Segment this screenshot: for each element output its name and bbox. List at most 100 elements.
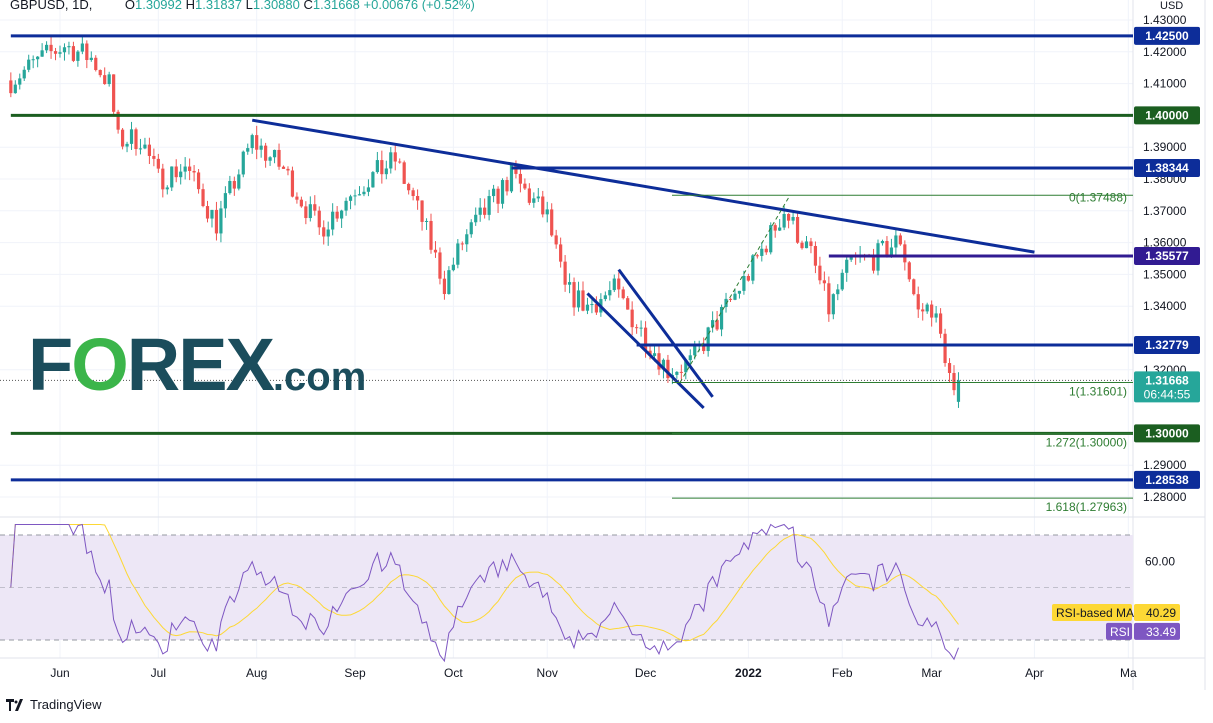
candle-body [116,111,120,130]
candle-body [125,143,129,147]
symbol-label: GBPUSD, 1D, [10,0,93,12]
candle-body [827,283,831,315]
rsi-tag [1134,622,1180,640]
candle-body [921,309,925,312]
candle-body [818,265,822,281]
candle-body [483,207,487,215]
candle-body [156,158,160,169]
candle-body [286,168,290,171]
candle-body [407,183,411,191]
fib-dashed-line [679,195,791,383]
candle-body [9,80,13,94]
candle-body [809,241,813,246]
candle-body [782,213,786,228]
candle-body [161,168,165,190]
price-tag-label: 1.42500 [1145,29,1189,43]
candle-body [67,46,71,48]
candle-body [402,162,406,184]
candle-body [371,172,375,188]
footer[interactable]: TradingView [6,697,102,712]
candle-body [728,298,733,300]
candle-body [590,304,594,306]
candle-body [380,160,384,175]
candle-body [795,216,800,243]
candle-body [299,199,303,207]
candle-body [643,327,648,351]
candle-body [295,196,299,200]
candle-body [340,210,344,219]
candle-body [630,309,634,328]
candle-body [688,355,692,361]
rsi-ma-value: 40.29 [1146,606,1176,620]
candle-body [679,371,683,373]
candle-body [666,359,670,379]
candle-body [375,160,379,173]
candle-body [335,211,339,219]
price-tick: 1.29000 [1143,458,1187,472]
candle-body [849,255,853,260]
candle-body [322,227,326,237]
candle-body [201,189,205,207]
candle-body [192,170,196,173]
candle-body [925,304,929,312]
rsi-line [10,523,959,663]
candle-body [18,78,22,85]
price-tick: 1.34000 [1143,299,1187,313]
candle-body [947,363,952,373]
candle-body [746,275,750,281]
candle-body [228,180,232,194]
candle-body [711,320,715,328]
candle-body [773,225,777,231]
candle-body [76,51,80,61]
candle-body [13,84,17,94]
candle-body [438,252,442,279]
candle-body [232,180,236,189]
candle-body [617,278,621,290]
candle-body [223,193,227,209]
candle-body [277,149,281,167]
candle-body [112,74,116,112]
candle-body [80,43,84,52]
candle-body [523,183,527,189]
candle-body [657,353,661,370]
candle-body [469,222,473,235]
candle-body [912,279,916,295]
open-value: 1.30992 [135,0,182,12]
candle-body [424,220,429,222]
candle-body [103,75,107,85]
candle-body [362,191,366,195]
candle-body [505,180,509,192]
candle-body [237,174,241,189]
price-tag [1134,159,1200,178]
candle-body [903,244,907,263]
candle-body [800,242,804,249]
price-tag [1134,247,1200,266]
candle-body [205,206,210,219]
time-tick: Feb [832,666,853,680]
candle-body [755,255,759,257]
candle-body [536,196,540,199]
candle-body [840,272,844,290]
candle-body [268,157,272,161]
candle-body [36,56,40,60]
candle-body [393,152,397,162]
candle-body [241,151,245,175]
candles [9,35,961,408]
change-value: +0.00676 (+0.52%) [363,0,475,12]
candle-body [509,164,514,192]
candle-body [58,52,62,54]
candle-body [603,295,607,300]
candle-body [916,294,920,310]
candle-body [188,166,192,171]
candle-body [894,235,898,248]
high-value: 1.31837 [195,0,243,12]
time-tick: Oct [444,666,463,680]
fib-level-label: 1.272(1.30000) [1046,435,1127,449]
rsi-tick: 60.00 [1145,554,1175,568]
candle-body [733,293,737,300]
price-tag [1134,26,1200,45]
candle-body [938,313,943,334]
candle-body [313,204,317,211]
candle-body [398,161,402,163]
